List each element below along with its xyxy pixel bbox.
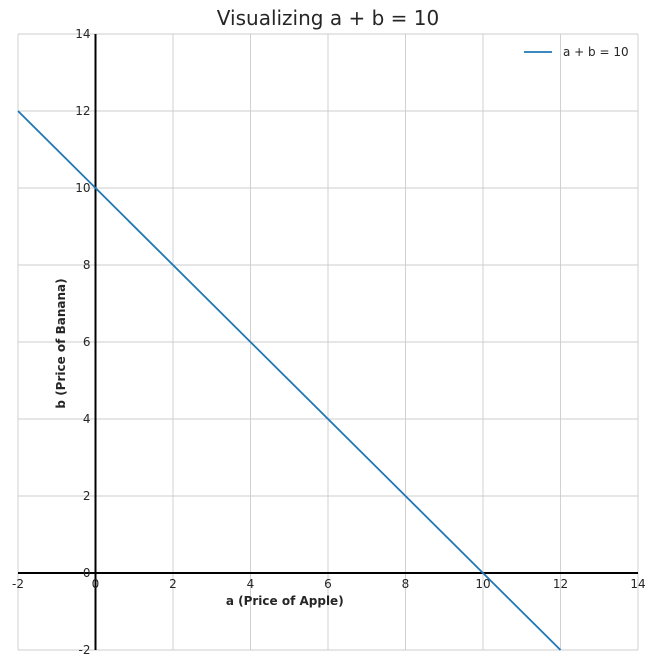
x-tick-labels: -2 0 2 4 6 8 10 12 14 [12, 577, 646, 591]
x-tick-label: 2 [169, 577, 177, 591]
y-tick-label: 8 [83, 258, 91, 272]
x-tick-label: 6 [324, 577, 332, 591]
x-tick-label: 14 [630, 577, 645, 591]
y-tick-label: 4 [83, 412, 91, 426]
x-tick-label: -2 [12, 577, 24, 591]
y-axis-label: b (Price of Banana) [54, 278, 68, 408]
y-tick-label: 10 [75, 181, 90, 195]
legend-label: a + b = 10 [563, 45, 629, 59]
grid [17, 33, 639, 651]
chart-title: Visualizing a + b = 10 [217, 6, 439, 30]
x-tick-label: 8 [402, 577, 410, 591]
y-tick-labels: -2 0 2 4 6 8 10 12 14 [75, 27, 90, 657]
y-tick-label: 0 [83, 566, 91, 580]
y-tick-label: 12 [75, 104, 90, 118]
x-axis-label: a (Price of Apple) [226, 594, 344, 608]
y-tick-label: 2 [83, 489, 91, 503]
zero-axes [18, 34, 638, 650]
series-line [17, 110, 562, 651]
y-tick-label: 14 [75, 27, 90, 41]
x-tick-label: 12 [553, 577, 568, 591]
x-tick-label: 0 [92, 577, 100, 591]
y-tick-label: -2 [79, 643, 91, 657]
legend: a + b = 10 [524, 45, 629, 59]
x-tick-label: 10 [475, 577, 490, 591]
x-tick-label: 4 [247, 577, 255, 591]
series-layer [17, 110, 562, 651]
y-tick-label: 6 [83, 335, 91, 349]
